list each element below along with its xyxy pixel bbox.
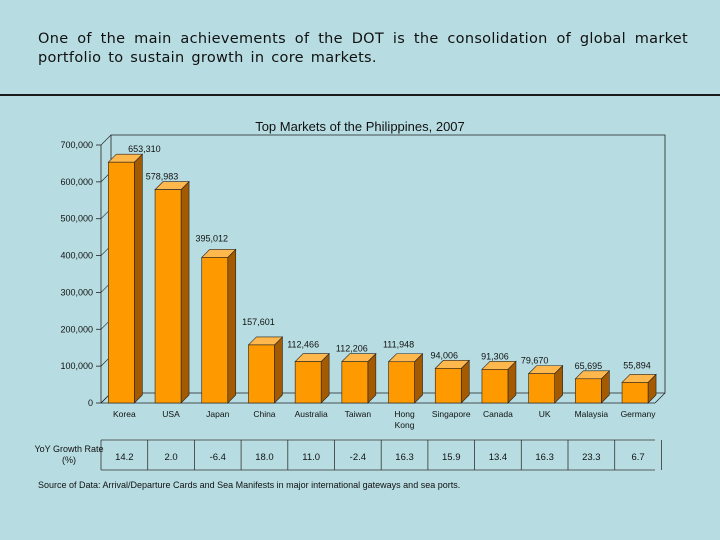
- floor-edge: [654, 392, 666, 404]
- x-tick-label: Korea: [113, 409, 136, 419]
- bar: [201, 257, 229, 404]
- bar-side: [274, 336, 283, 404]
- x-tick-label: Germany: [621, 409, 657, 419]
- x-tick-label: Australia: [295, 409, 328, 419]
- bar-side: [180, 180, 190, 404]
- bar: [528, 373, 555, 404]
- bar: [481, 369, 509, 404]
- bar-value-label: 111,948: [383, 340, 414, 350]
- yoy-row-label: YoY Growth Rate (%): [34, 444, 104, 465]
- yoy-value: -2.4: [350, 452, 366, 463]
- slide-heading: One of the main achievements of the DOT …: [38, 31, 688, 66]
- yoy-value: 15.9: [442, 452, 461, 463]
- y-tick-label: 600,000: [60, 177, 93, 187]
- yoy-value: 23.3: [582, 452, 601, 463]
- bar-side: [134, 153, 143, 404]
- y-tick-label: 300,000: [60, 287, 93, 297]
- bar-side: [227, 248, 237, 404]
- bar-value-label: 79,670: [521, 356, 549, 366]
- y-tick-label: 200,000: [60, 324, 93, 334]
- bar-value-label: 65,695: [575, 361, 603, 371]
- x-tick-label: Japan: [206, 409, 229, 419]
- yoy-value: 2.0: [164, 452, 177, 463]
- y-tick-label: 400,000: [60, 251, 93, 261]
- bar: [575, 378, 602, 404]
- yoy-value: 18.0: [255, 452, 274, 463]
- y-tick-label: 700,000: [60, 140, 93, 150]
- x-tick-label: Malaysia: [575, 409, 609, 419]
- yoy-value: 14.2: [115, 452, 134, 463]
- chart-title: Top Markets of the Philippines, 2007: [255, 119, 465, 134]
- bar-value-label: 395,012: [195, 233, 228, 243]
- yoy-value: 11.0: [302, 452, 320, 463]
- yoy-value: 16.3: [395, 452, 414, 463]
- bar-value-label: 55,894: [623, 360, 651, 370]
- y-tick-label: 100,000: [60, 361, 93, 371]
- x-tick-label: China: [253, 409, 275, 419]
- bar: [248, 344, 275, 404]
- x-tick-label: UK: [539, 409, 551, 419]
- bar: [388, 361, 415, 404]
- bar-value-label: 112,466: [287, 340, 319, 350]
- bar-value-label: 157,601: [242, 317, 275, 327]
- bar-side: [414, 353, 423, 404]
- bar: [341, 361, 369, 404]
- yoy-value: 16.3: [535, 452, 554, 463]
- bar: [434, 368, 462, 404]
- bar-value-label: 578,983: [146, 172, 179, 182]
- y-tick-label: 500,000: [60, 214, 93, 224]
- x-tick-label: Hong Kong: [394, 409, 415, 430]
- bar: [108, 161, 135, 404]
- x-tick-label: Singapore: [432, 409, 471, 419]
- bar-side: [367, 352, 377, 404]
- bar-value-label: 112,206: [336, 344, 368, 354]
- x-tick-label: Canada: [483, 409, 513, 419]
- yoy-value: 13.4: [489, 452, 508, 463]
- source-note: Source of Data: Arrival/Departure Cards …: [38, 480, 461, 490]
- bar-value-label: 94,006: [430, 350, 458, 360]
- bar-value-label: 91,306: [481, 351, 509, 361]
- bar-side: [320, 352, 330, 404]
- y-tick-depth: [100, 134, 112, 146]
- yoy-value: 6.7: [631, 452, 644, 463]
- y-tick-label: 0: [88, 398, 93, 408]
- x-tick-label: USA: [162, 409, 180, 419]
- bar-value-label: 653,310: [128, 144, 161, 154]
- bar: [621, 382, 649, 404]
- yoy-value: -6.4: [210, 452, 226, 463]
- divider-rule: [0, 94, 720, 96]
- bar: [294, 361, 322, 404]
- bar: [154, 189, 182, 404]
- x-tick-label: Taiwan: [345, 409, 372, 419]
